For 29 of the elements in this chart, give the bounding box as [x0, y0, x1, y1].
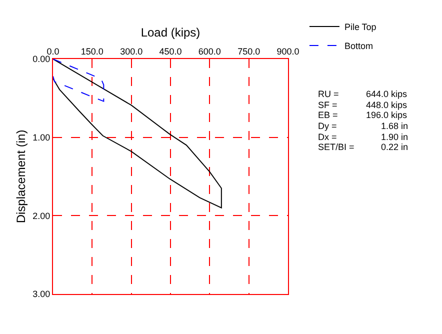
legend-label: Pile Top	[344, 22, 376, 32]
text: Dy =	[318, 121, 337, 131]
y-tick-label: 3.00	[32, 289, 50, 300]
text: Dx =	[318, 132, 337, 142]
x-tick-label: 300.0	[120, 46, 143, 56]
text: 644.0 kips	[366, 89, 408, 99]
y-tick-label: 0.00	[32, 54, 50, 64]
legend-label: Bottom	[344, 41, 373, 52]
line-series	[53, 59, 104, 102]
y-axis-title: Displacement (in)	[14, 130, 28, 224]
text: 1.68 in	[381, 121, 408, 131]
text: RU =	[318, 89, 339, 99]
x-tick-label: 600.0	[198, 46, 221, 56]
x-tick-label: 150.0	[80, 46, 104, 56]
text: EB =	[318, 110, 338, 120]
y-tick-label: 2.00	[32, 210, 50, 221]
line-series	[53, 59, 222, 208]
x-tick-label: 450.0	[159, 46, 182, 56]
x-axis-title: Load (kips)	[140, 26, 200, 40]
x-tick-label: 900.0	[276, 46, 300, 56]
text: SF =	[318, 100, 338, 110]
text: SET/BI =	[318, 142, 354, 152]
text: 1.90 in	[381, 132, 408, 142]
text: 196.0 kips	[366, 110, 408, 120]
x-tick-label: 750.0	[238, 46, 260, 56]
text: 448.0 kips	[366, 100, 408, 110]
x-tick-label: 0.0	[46, 46, 60, 56]
y-tick-label: 1.00	[32, 132, 50, 142]
text: 0.22 in	[381, 142, 408, 152]
